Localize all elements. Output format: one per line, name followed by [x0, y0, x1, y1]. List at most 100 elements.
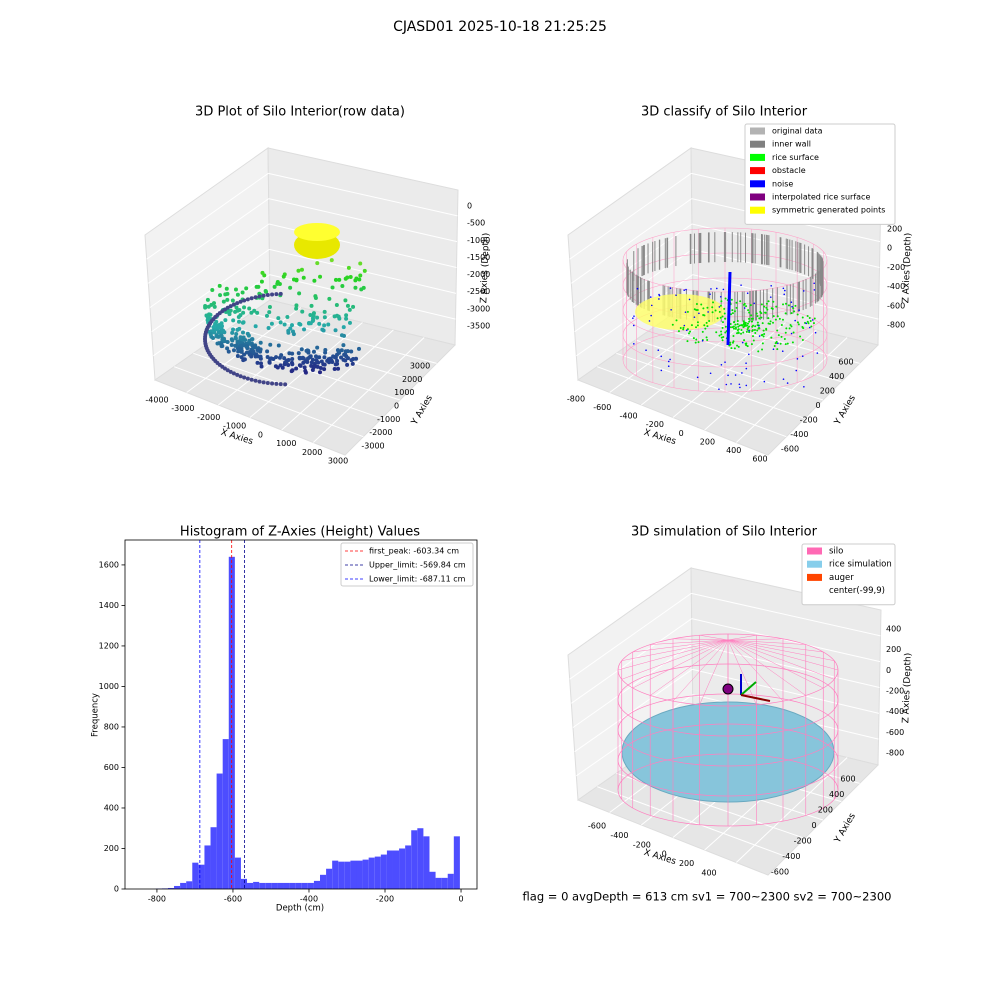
surface-point	[774, 318, 777, 321]
surface-point	[806, 314, 809, 317]
noise-point	[794, 319, 796, 322]
silo-wire	[672, 638, 729, 641]
bar	[210, 827, 217, 889]
surface-point	[765, 302, 768, 305]
point	[343, 349, 348, 354]
point	[300, 309, 305, 314]
pane-grid	[146, 172, 269, 260]
noise-point	[636, 287, 639, 290]
surface-point	[792, 307, 795, 310]
bar	[247, 882, 254, 889]
surface-point	[774, 342, 777, 345]
surface-point	[739, 300, 742, 303]
noise-point	[650, 314, 652, 317]
point	[241, 310, 246, 315]
noise-point	[734, 374, 737, 376]
noise-point	[685, 329, 688, 332]
y-tick-label: 600	[104, 763, 119, 772]
surface-point	[760, 303, 763, 306]
bar	[289, 882, 296, 889]
point	[316, 360, 321, 365]
surface-point	[719, 304, 722, 307]
point	[238, 335, 243, 340]
point	[347, 307, 352, 312]
noise-point	[730, 383, 732, 385]
subplot-title: 3D classify of Silo Interior	[641, 105, 808, 120]
pane-grid	[269, 248, 457, 294]
point	[234, 305, 239, 310]
point	[265, 293, 270, 298]
point	[322, 367, 327, 372]
noise-point	[683, 324, 686, 327]
noise-point	[782, 378, 785, 380]
surface-point	[784, 343, 787, 346]
surface-point	[745, 330, 748, 333]
point	[294, 306, 299, 311]
surface-point	[712, 301, 715, 304]
surface-point	[772, 315, 775, 318]
surface-point	[779, 342, 782, 345]
noise-point	[791, 305, 793, 308]
noise-point	[741, 372, 743, 374]
point	[335, 348, 340, 353]
noise-point	[786, 382, 789, 384]
noise-point	[722, 288, 725, 291]
point	[238, 313, 243, 318]
point	[235, 301, 240, 306]
point	[237, 307, 242, 312]
surface-point	[736, 320, 739, 323]
point	[322, 309, 327, 314]
noise-point	[743, 307, 746, 309]
surface-point	[746, 328, 749, 331]
bar	[307, 882, 314, 889]
point	[298, 363, 303, 368]
surface-point	[776, 348, 779, 351]
surface-point	[694, 341, 697, 344]
legend-label: inner wall	[772, 140, 811, 149]
x-tick-label: -400	[619, 412, 637, 421]
point	[315, 315, 320, 320]
noise-point	[670, 308, 672, 311]
surface-point	[802, 327, 805, 330]
surface-point	[746, 326, 749, 329]
noise-point	[813, 289, 816, 291]
point	[294, 366, 299, 371]
x-tick-label: -600	[588, 822, 606, 831]
surface-point	[813, 317, 816, 320]
point	[261, 380, 266, 385]
bar	[313, 880, 321, 889]
surface-point	[749, 304, 752, 307]
silo-wire	[727, 639, 806, 645]
bar	[320, 874, 327, 889]
pane-grid	[269, 274, 456, 320]
point	[247, 341, 252, 346]
bar	[435, 877, 442, 889]
point	[245, 376, 250, 381]
point	[288, 285, 293, 290]
noise-point	[718, 306, 721, 308]
z-tick-label: -800	[887, 321, 905, 330]
surface-point	[809, 320, 812, 323]
surface-point	[689, 330, 692, 333]
surface-point	[750, 314, 753, 317]
surface-point	[746, 322, 749, 325]
surface-point	[743, 302, 746, 305]
point	[247, 306, 252, 311]
point	[267, 310, 272, 315]
x-tick-label: -600	[593, 403, 611, 412]
legend-label: rice simulation	[829, 560, 892, 570]
surface-point	[675, 319, 678, 322]
point	[258, 354, 263, 359]
noise-point	[796, 358, 799, 360]
legend-label: interpolated rice surface	[772, 193, 870, 202]
legend-label: first_peak: -603.34 cm	[369, 547, 459, 556]
noise-point	[738, 383, 741, 386]
point	[290, 362, 295, 367]
surface-point	[744, 342, 747, 345]
point	[356, 346, 361, 351]
point	[210, 288, 215, 293]
bar	[441, 877, 448, 889]
point	[235, 372, 240, 377]
surface-point	[705, 336, 708, 339]
noise-point	[685, 288, 687, 291]
